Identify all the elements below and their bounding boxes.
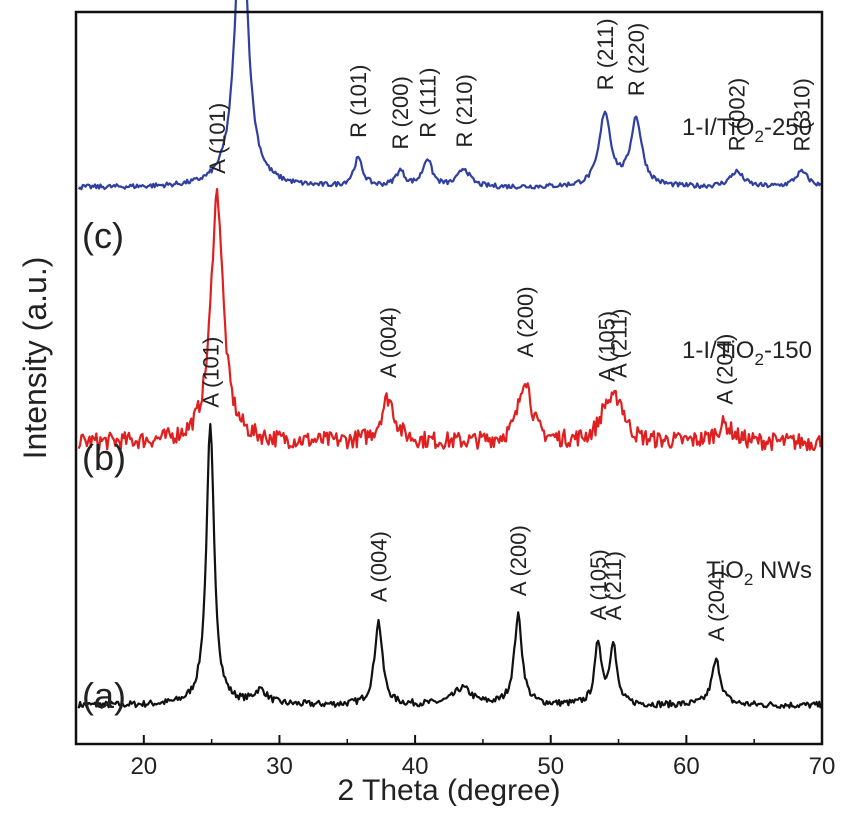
peak-label: A (200) [506,525,531,596]
x-tick-label: 50 [537,753,564,780]
annotations: A (101)A (004) A (200) A (105)A (211) A (20… [82,18,815,716]
sample-label-main: TiO [706,557,744,584]
x-tick-label: 70 [809,753,836,780]
sample-label-main: 1-I/TiO [682,114,754,141]
x-tick-label: 60 [673,753,700,780]
x-tick-label: 40 [402,753,429,780]
peak-label: A (211) [607,309,632,378]
x-tick-label: 20 [130,753,157,780]
panel-label: (a) [82,675,126,716]
plot-area [77,0,822,710]
peak-label: A (101) [198,337,223,408]
y-axis-label: Intensity (a.u.) [17,257,53,460]
series-line-1 [77,187,822,452]
peak-label: R (210) [452,74,477,147]
peak-label: R (310) [790,78,815,151]
sample-label: 1-I/TiO2-250 [682,114,812,146]
peak-label: R (101) [346,65,371,138]
peak-label: A (200) [513,286,538,357]
peak-label: R (200) [388,76,413,149]
series-line-0 [77,423,822,710]
plot-frame [74,10,824,746]
peak-label: A (105) [594,311,619,382]
sample-label-main: 1-I/TiO [682,337,754,364]
peak-label: A (004) [376,307,401,378]
sample-label-sub: 2 [754,350,763,369]
peak-label: A (204) [704,570,729,641]
sample-label: 1-I/TiO2-150 [682,337,812,369]
peak-label: A (004) [367,531,392,602]
sample-label-suffix: -250 [764,114,812,141]
peak-label: A (204) [712,334,737,405]
x-tick-label: 30 [266,753,293,780]
sample-label: TiO2 NWs [706,557,812,589]
sample-label-suffix: NWs [753,557,812,584]
panel-label: (c) [82,215,124,256]
peak-label: R (111) [415,68,440,138]
x-axis-label: 2 Theta (degree) [338,774,561,807]
peak-label: R (002) [725,78,750,151]
peak-label: R (220) [624,23,649,96]
sample-label-sub: 2 [754,127,763,146]
peak-label: A (101) [205,103,230,174]
peak-label: R (211) [593,18,618,90]
sample-label-suffix: -150 [764,337,812,364]
x-axis: 20 30 40 50 60 70 [75,735,836,780]
peak-label: A (105) [586,549,611,620]
sample-label-sub: 2 [744,570,753,589]
panel-label: (b) [82,437,126,478]
series-line-2 [77,0,822,191]
peak-label: A (211) [601,551,626,620]
